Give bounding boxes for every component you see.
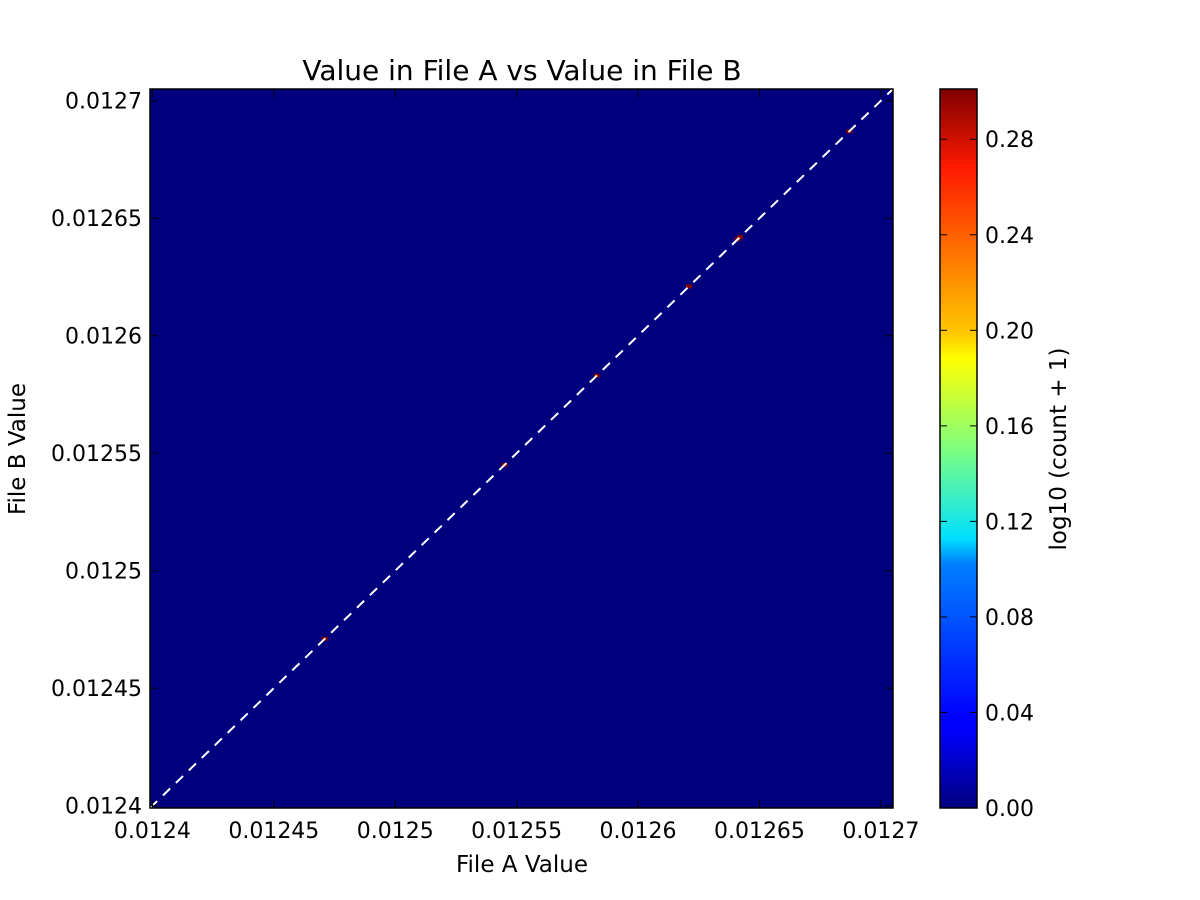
chart-title: Value in File A vs Value in File B [302, 54, 741, 87]
colorbar: 0.00 0.04 0.08 0.12 0.16 0.20 0.24 0.28 log10 (… [939, 88, 1072, 822]
colorbar-label: log10 (count + 1) [1046, 347, 1072, 550]
plot-area: 0.0124 0.01245 0.0125 0.01255 0.0126 0.01265 0… [51, 88, 919, 844]
y-tick-label: 0.0124 [65, 795, 142, 820]
colorbar-tick-label: 0.28 [985, 128, 1034, 153]
y-tick-label: 0.01265 [51, 207, 142, 232]
heatmap-cell-4 [686, 284, 692, 289]
heatmap-background [150, 89, 893, 808]
colorbar-tick-label: 0.20 [985, 319, 1034, 344]
y-tick-label: 0.01255 [51, 442, 142, 467]
y-axis-ticks: 0.0124 0.01245 0.0125 0.01255 0.0126 0.01265 0… [51, 90, 893, 820]
colorbar-tick-label: 0.24 [985, 224, 1034, 249]
colorbar-tick-label: 0.16 [985, 415, 1034, 440]
x-tick-label: 0.0127 [842, 819, 919, 844]
x-tick-label: 0.01245 [228, 819, 319, 844]
y-tick-label: 0.0127 [65, 90, 142, 115]
y-tick-label: 0.01245 [51, 677, 142, 702]
colorbar-tick-label: 0.04 [985, 701, 1034, 726]
colorbar-ticks: 0.00 0.04 0.08 0.12 0.16 0.20 0.24 0.28 [940, 128, 1034, 822]
colorbar-tick-label: 0.08 [985, 606, 1034, 631]
colorbar-gradient [939, 88, 978, 809]
plot-frame [149, 88, 894, 809]
x-tick-label: 0.0125 [357, 819, 434, 844]
colorbar-tick-label: 0.00 [985, 797, 1034, 822]
y-tick-label: 0.0126 [65, 325, 142, 350]
x-tick-label: 0.0124 [114, 819, 191, 844]
x-tick-label: 0.01255 [471, 819, 562, 844]
x-tick-label: 0.01265 [714, 819, 805, 844]
y-tick-label: 0.0125 [65, 560, 142, 585]
colorbar-tick-label: 0.12 [985, 510, 1034, 535]
x-axis-ticks: 0.0124 0.01245 0.0125 0.01255 0.0126 0.01265 0… [114, 89, 919, 844]
y-axis-label: File B Value [5, 383, 31, 515]
x-tick-label: 0.0126 [600, 819, 677, 844]
heatmap-cell-6 [737, 235, 743, 239]
x-axis-label: File A Value [456, 852, 588, 878]
